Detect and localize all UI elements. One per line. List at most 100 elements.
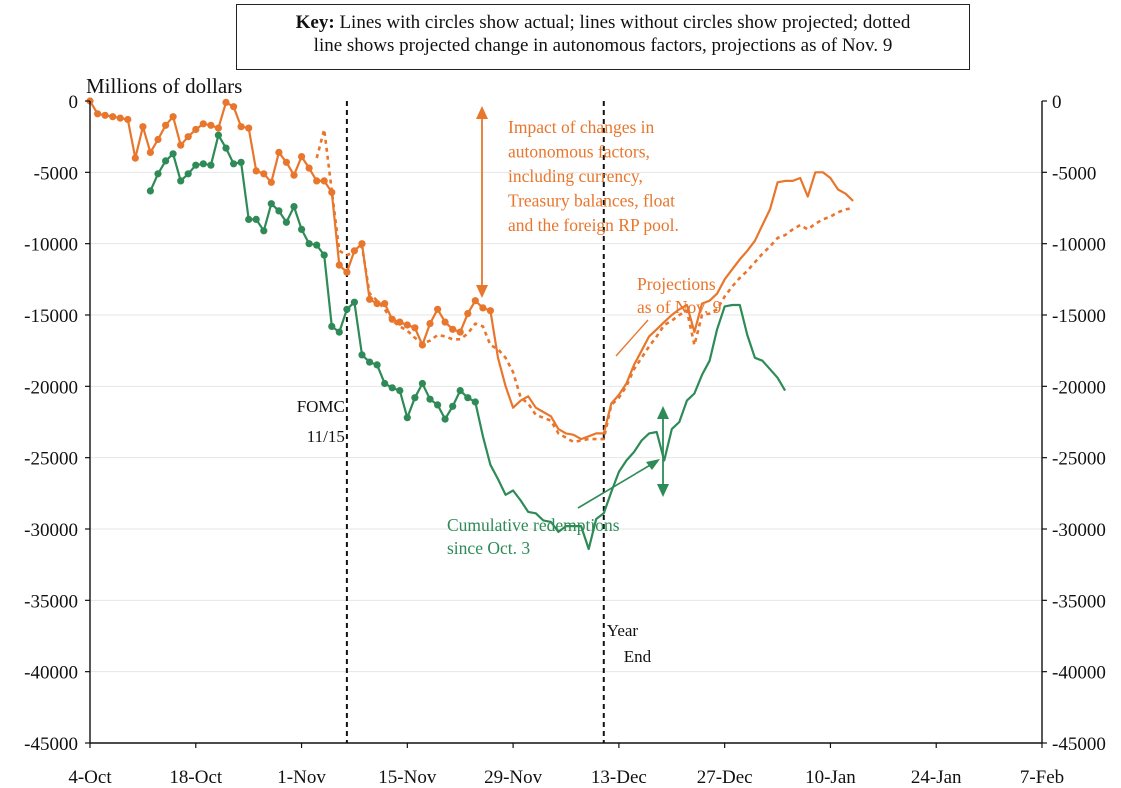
data-point-orange-actual-circles <box>116 114 124 122</box>
data-point-green-actual-circles <box>320 251 328 259</box>
annotation-autonomous-line: autonomous factors, <box>508 142 650 162</box>
chart-key: Key: Lines with circles show actual; lin… <box>236 4 970 70</box>
key-text-line2: line shows projected change in autonomou… <box>313 35 893 56</box>
data-point-green-actual-circles <box>411 394 419 402</box>
data-point-orange-actual-circles <box>350 247 358 255</box>
annotation-autonomous-line: including currency, <box>508 166 643 186</box>
series-line-orange-actual-circles <box>89 100 491 347</box>
data-point-orange-actual-circles <box>426 320 434 328</box>
data-point-green-actual-circles <box>471 398 479 406</box>
x-tick-label: 18-Oct <box>169 767 222 788</box>
data-point-green-actual-circles <box>464 394 472 402</box>
data-point-orange-actual-circles <box>260 170 268 178</box>
autonomous-arrow-head-top <box>476 106 488 119</box>
data-point-orange-actual-circles <box>456 328 464 336</box>
data-point-orange-actual-circles <box>237 123 245 131</box>
y-tick-label-left: -25000 <box>24 449 78 470</box>
data-point-orange-actual-circles <box>328 188 336 196</box>
data-point-green-actual-circles <box>192 161 200 169</box>
data-point-green-actual-circles <box>366 358 374 366</box>
axes: 0 0 -5000 -5000 -10000 -10000 -15000 -15000 -200… <box>24 74 1106 788</box>
data-point-green-actual-circles <box>245 215 253 223</box>
data-point-green-actual-circles <box>230 160 238 168</box>
x-tick-label: 7-Feb <box>1020 767 1064 788</box>
y-tick-label-right: -5000 <box>1052 163 1096 184</box>
data-point-orange-actual-circles <box>199 120 207 128</box>
series-layer <box>86 97 854 551</box>
data-point-orange-actual-circles <box>290 171 298 179</box>
data-point-orange-actual-circles <box>169 113 177 121</box>
data-point-green-actual-circles <box>381 379 389 388</box>
data-point-orange-actual-circles <box>381 300 389 308</box>
x-tick-label: 29-Nov <box>484 767 543 788</box>
fomc-date-label: 11/15 <box>307 427 345 446</box>
data-point-green-actual-circles <box>313 241 321 249</box>
data-point-orange-actual-circles <box>184 133 192 141</box>
data-point-green-actual-circles <box>184 170 192 178</box>
y-axis-label: Millions of dollars <box>86 74 242 98</box>
data-point-orange-actual-circles <box>471 297 479 305</box>
annotation-redemptions-line: Cumulative redemptions <box>447 515 620 535</box>
series-line-orange-projected <box>489 171 854 441</box>
y-tick-label-left: 0 <box>69 92 79 113</box>
y-tick-label-left: -15000 <box>24 306 78 327</box>
data-point-orange-actual-circles <box>139 123 147 131</box>
data-point-orange-actual-circles <box>305 164 313 172</box>
data-point-orange-actual-circles <box>282 158 290 166</box>
annotation-redemptions-line: since Oct. 3 <box>447 538 530 558</box>
data-point-green-actual-circles <box>343 305 351 313</box>
data-point-green-actual-circles <box>305 240 313 248</box>
data-point-orange-actual-circles <box>124 115 132 124</box>
data-point-orange-actual-circles <box>177 141 185 149</box>
data-point-green-actual-circles <box>298 225 306 233</box>
y-tick-label-left: -40000 <box>24 663 78 684</box>
y-tick-label-left: -5000 <box>34 163 78 184</box>
data-point-green-actual-circles <box>260 227 268 235</box>
data-point-green-actual-circles <box>275 207 283 215</box>
key-label: Key: <box>295 12 335 33</box>
data-point-green-actual-circles <box>146 187 154 195</box>
gridlines <box>90 171 1042 673</box>
annotation-autonomous-line: and the foreign RP pool. <box>508 215 679 235</box>
data-point-orange-actual-circles <box>214 124 222 132</box>
redemptions-arrow-head-top <box>657 406 669 419</box>
x-tick-label: 10-Jan <box>805 767 856 788</box>
data-point-green-actual-circles <box>350 298 358 306</box>
series-line-green-actual-circles <box>149 134 476 421</box>
y-tick-label-right: -35000 <box>1052 591 1106 612</box>
data-point-green-actual-circles <box>222 144 230 152</box>
data-point-orange-actual-circles <box>267 178 275 186</box>
year-end-label-line2: End <box>624 647 652 666</box>
data-point-orange-actual-circles <box>109 113 117 121</box>
data-point-green-actual-circles <box>426 395 434 403</box>
data-point-orange-actual-circles <box>154 135 162 144</box>
y-tick-label-left: -30000 <box>24 520 78 541</box>
data-point-orange-actual-circles <box>162 121 170 129</box>
data-point-orange-actual-circles <box>434 305 442 313</box>
autonomous-arrow-head-bottom <box>476 285 488 298</box>
key-text-line1: Lines with circles show actual; lines wi… <box>339 12 911 33</box>
data-point-green-actual-circles <box>396 387 404 395</box>
data-point-orange-actual-circles <box>94 110 102 118</box>
data-point-orange-actual-circles <box>335 261 343 269</box>
data-point-orange-actual-circles <box>366 295 374 303</box>
x-tick-label: 1-Nov <box>277 767 326 788</box>
annotation-autonomous-line: Impact of changes in <box>508 117 655 137</box>
data-point-green-actual-circles <box>456 387 464 395</box>
x-tick-label: 13-Dec <box>591 767 647 788</box>
data-point-orange-actual-circles <box>388 315 396 323</box>
data-point-green-actual-circles <box>252 215 260 223</box>
data-point-orange-actual-circles <box>486 307 494 315</box>
annotation-projections-line: as of Nov. 9 <box>637 297 722 317</box>
data-point-green-actual-circles <box>441 415 449 423</box>
data-point-green-actual-circles <box>335 328 343 336</box>
x-tick-label: 4-Oct <box>68 767 112 788</box>
redemptions-leader-head <box>646 459 660 470</box>
y-tick-label-left: -45000 <box>24 734 78 755</box>
data-point-green-actual-circles <box>154 170 162 178</box>
year-end-label-line1: Year <box>607 621 639 640</box>
data-point-orange-actual-circles <box>358 240 366 248</box>
data-point-green-actual-circles <box>449 402 457 410</box>
data-point-orange-actual-circles <box>131 154 139 162</box>
